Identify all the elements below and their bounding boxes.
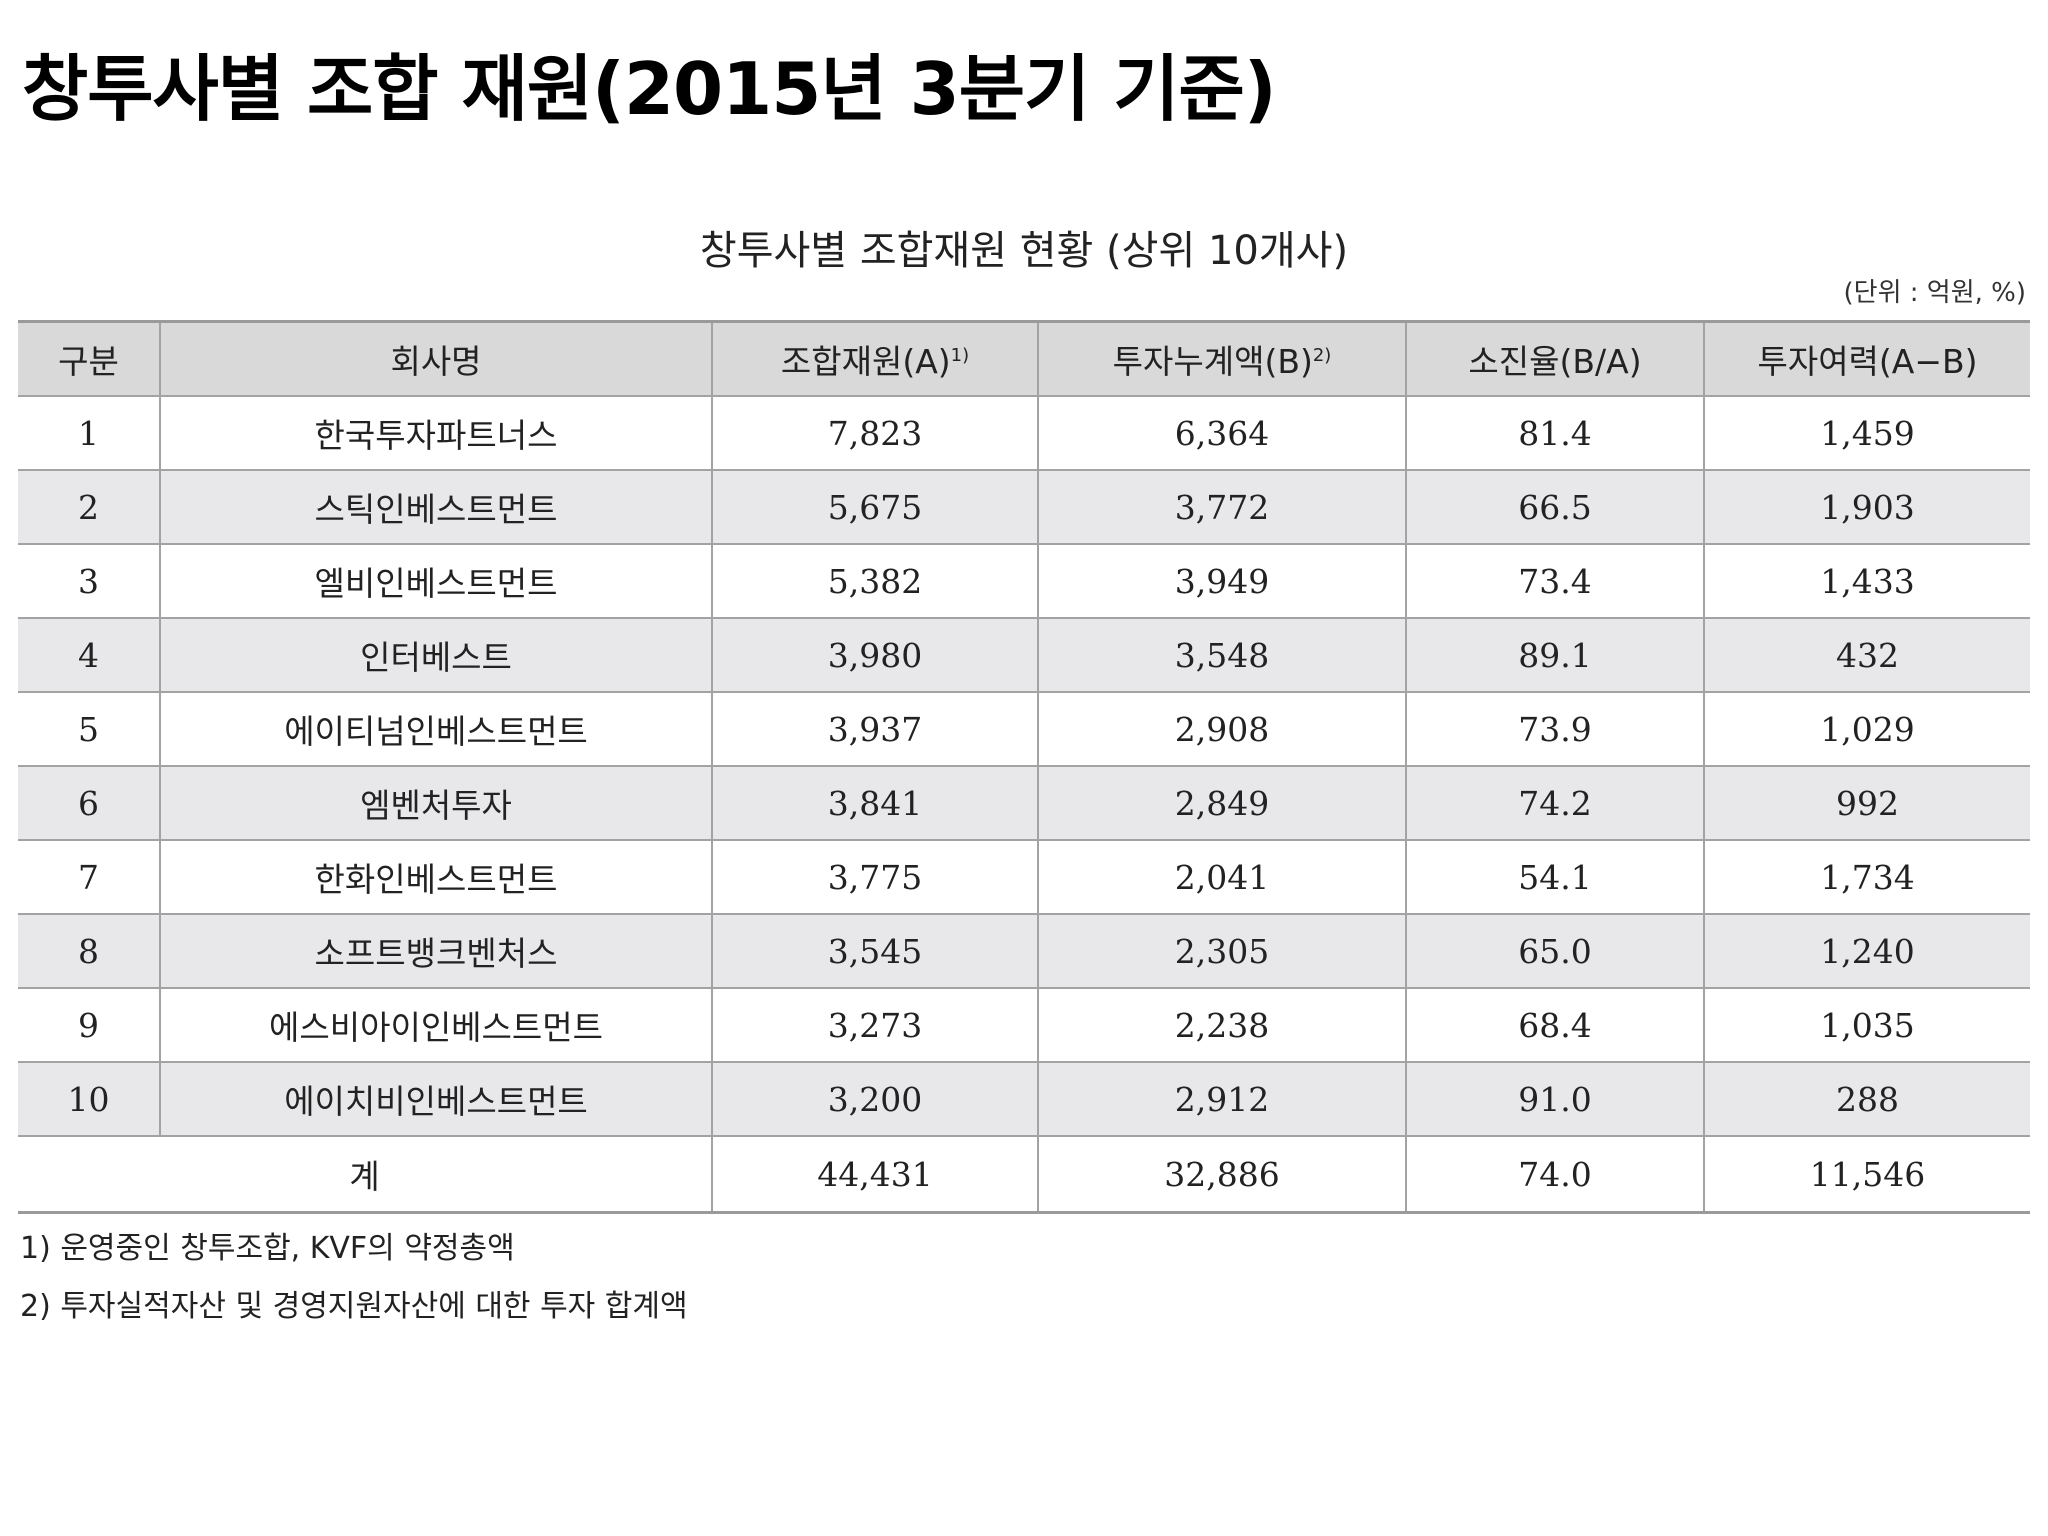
cell-company: 엘비인베스트먼트: [159, 543, 712, 618]
cell-burn-rate: 73.4: [1405, 543, 1704, 618]
cell-company: 소프트뱅크벤처스: [159, 913, 712, 988]
header-fund-footnote-mark: 1): [950, 345, 970, 366]
cell-company: 한국투자파트너스: [159, 395, 712, 470]
cell-company: 스틱인베스트먼트: [159, 469, 712, 544]
cell-company: 에이치비인베스트먼트: [159, 1061, 712, 1136]
cell-capacity: 1,240: [1703, 913, 2030, 988]
slide-title: 창투사별 조합 재원(2015년 3분기 기준): [22, 47, 1277, 131]
cell-invest: 2,041: [1037, 839, 1406, 914]
table-row: 3 엘비인베스트먼트 5,382 3,949 73.4 1,433: [18, 543, 2030, 618]
cell-no: 4: [18, 617, 160, 692]
table-row: 7 한화인베스트먼트 3,775 2,041 54.1 1,734: [18, 839, 2030, 914]
header-invest-label: 투자누계액(B): [1112, 342, 1313, 381]
table-header-row: 구분 회사명 조합재원(A)1) 투자누계액(B)2) 소진율(B/A) 투자여…: [18, 320, 2030, 396]
table-row: 4 인터베스트 3,980 3,548 89.1 432: [18, 617, 2030, 692]
header-burn-rate: 소진율(B/A): [1405, 320, 1704, 396]
cell-capacity: 1,029: [1703, 691, 2030, 766]
cell-invest: 2,238: [1037, 987, 1406, 1062]
cell-company: 한화인베스트먼트: [159, 839, 712, 914]
cell-fund: 7,823: [711, 395, 1038, 470]
footnotes: 1) 운영중인 창투조합, KVF의 약정총액 2) 투자실적자산 및 경영지원…: [20, 1220, 688, 1336]
table-row: 8 소프트뱅크벤처스 3,545 2,305 65.0 1,240: [18, 913, 2030, 988]
table-row: 1 한국투자파트너스 7,823 6,364 81.4 1,459: [18, 395, 2030, 470]
cell-fund: 3,775: [711, 839, 1038, 914]
cell-no: 9: [18, 987, 160, 1062]
cell-burn-rate: 73.9: [1405, 691, 1704, 766]
table-row: 5 에이티넘인베스트먼트 3,937 2,908 73.9 1,029: [18, 691, 2030, 766]
cell-capacity: 1,903: [1703, 469, 2030, 544]
footnote-1: 1) 운영중인 창투조합, KVF의 약정총액: [20, 1231, 515, 1266]
table-title: 창투사별 조합재원 현황 (상위 10개사): [699, 228, 1349, 274]
cell-invest: 3,772: [1037, 469, 1406, 544]
cell-fund: 3,273: [711, 987, 1038, 1062]
cell-invest: 6,364: [1037, 395, 1406, 470]
cell-invest: 3,949: [1037, 543, 1406, 618]
header-no: 구분: [18, 320, 160, 396]
cell-capacity: 1,734: [1703, 839, 2030, 914]
header-capacity: 투자여력(A−B): [1703, 320, 2030, 396]
cell-no: 2: [18, 469, 160, 544]
table-row: 9 에스비아이인베스트먼트 3,273 2,238 68.4 1,035: [18, 987, 2030, 1062]
cell-invest: 2,908: [1037, 691, 1406, 766]
cell-invest: 3,548: [1037, 617, 1406, 692]
header-invest-footnote-mark: 2): [1312, 345, 1332, 366]
cell-burn-rate: 74.2: [1405, 765, 1704, 840]
cell-fund: 3,545: [711, 913, 1038, 988]
total-fund: 44,431: [711, 1135, 1038, 1213]
cell-burn-rate: 65.0: [1405, 913, 1704, 988]
total-label: 계: [18, 1135, 712, 1213]
cell-company: 인터베스트: [159, 617, 712, 692]
total-invest: 32,886: [1037, 1135, 1406, 1213]
cell-burn-rate: 89.1: [1405, 617, 1704, 692]
cell-fund: 3,200: [711, 1061, 1038, 1136]
cell-invest: 2,912: [1037, 1061, 1406, 1136]
table-row: 10 에이치비인베스트먼트 3,200 2,912 91.0 288: [18, 1061, 2030, 1136]
cell-burn-rate: 81.4: [1405, 395, 1704, 470]
cell-fund: 5,675: [711, 469, 1038, 544]
cell-invest: 2,305: [1037, 913, 1406, 988]
header-fund: 조합재원(A)1): [711, 320, 1038, 396]
header-fund-label: 조합재원(A): [780, 342, 951, 381]
cell-no: 7: [18, 839, 160, 914]
cell-company: 에이티넘인베스트먼트: [159, 691, 712, 766]
cell-capacity: 1,035: [1703, 987, 2030, 1062]
total-capacity: 11,546: [1703, 1135, 2030, 1213]
header-invest: 투자누계액(B)2): [1037, 320, 1406, 396]
header-company: 회사명: [159, 320, 712, 396]
cell-invest: 2,849: [1037, 765, 1406, 840]
cell-burn-rate: 66.5: [1405, 469, 1704, 544]
table-row: 6 엠벤처투자 3,841 2,849 74.2 992: [18, 765, 2030, 840]
cell-no: 3: [18, 543, 160, 618]
cell-company: 에스비아이인베스트먼트: [159, 987, 712, 1062]
cell-no: 8: [18, 913, 160, 988]
unit-note: (단위 : 억원, %): [1843, 278, 2027, 308]
cell-company: 엠벤처투자: [159, 765, 712, 840]
table-row: 2 스틱인베스트먼트 5,675 3,772 66.5 1,903: [18, 469, 2030, 544]
fund-table: 구분 회사명 조합재원(A)1) 투자누계액(B)2) 소진율(B/A) 투자여…: [18, 320, 2030, 1214]
footnote-2: 2) 투자실적자산 및 경영지원자산에 대한 투자 합계액: [20, 1289, 688, 1324]
cell-capacity: 432: [1703, 617, 2030, 692]
cell-no: 1: [18, 395, 160, 470]
cell-no: 10: [18, 1061, 160, 1136]
cell-fund: 5,382: [711, 543, 1038, 618]
cell-burn-rate: 68.4: [1405, 987, 1704, 1062]
cell-no: 6: [18, 765, 160, 840]
total-burn-rate: 74.0: [1405, 1135, 1704, 1213]
cell-capacity: 288: [1703, 1061, 2030, 1136]
total-row: 계 44,431 32,886 74.0 11,546: [18, 1135, 2030, 1213]
cell-burn-rate: 54.1: [1405, 839, 1704, 914]
cell-fund: 3,980: [711, 617, 1038, 692]
cell-capacity: 1,459: [1703, 395, 2030, 470]
cell-fund: 3,841: [711, 765, 1038, 840]
cell-no: 5: [18, 691, 160, 766]
cell-capacity: 992: [1703, 765, 2030, 840]
cell-fund: 3,937: [711, 691, 1038, 766]
cell-burn-rate: 91.0: [1405, 1061, 1704, 1136]
cell-capacity: 1,433: [1703, 543, 2030, 618]
